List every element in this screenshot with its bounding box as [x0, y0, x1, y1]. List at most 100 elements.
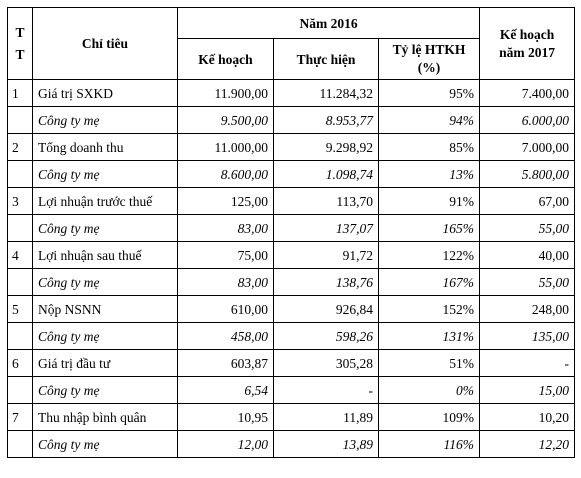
row-tt [7, 160, 33, 188]
row-tt: 4 [7, 241, 33, 269]
row-chi-tieu: Công ty mẹ [32, 160, 178, 188]
row-tt: 7 [7, 403, 33, 431]
row-ke-hoach-2017: 55,00 [479, 268, 576, 296]
table-row: Công ty mẹ 458,00 598,26 131% 135,00 [7, 322, 576, 350]
header-chi-tieu: Chỉ tiêu [32, 7, 178, 80]
row-chi-tieu: Công ty mẹ [32, 430, 178, 458]
row-tt [7, 214, 33, 242]
row-chi-tieu: Công ty mẹ [32, 268, 178, 296]
row-ty-le: 152% [377, 295, 481, 323]
row-chi-tieu: Nộp NSNN [32, 295, 178, 323]
row-tt: 1 [7, 79, 33, 107]
row-thuc-hien: 13,89 [273, 430, 379, 458]
row-thuc-hien: 91,72 [273, 241, 379, 269]
row-ty-le: 167% [377, 268, 481, 296]
table-row: 6 Giá trị đầu tư 603,87 305,28 51% - [7, 349, 576, 377]
header-nam-2016: Năm 2016 [176, 7, 481, 39]
table-row: Công ty mẹ 9.500,00 8.953,77 94% 6.000,00 [7, 106, 576, 134]
row-tt [7, 106, 33, 134]
row-chi-tieu: Công ty mẹ [32, 106, 178, 134]
row-tt: 2 [7, 133, 33, 161]
row-ty-le: 85% [377, 133, 481, 161]
row-tt [7, 322, 33, 350]
header-tt-line1: T [15, 24, 25, 40]
row-ty-le: 109% [377, 403, 481, 431]
row-ty-le: 51% [377, 349, 481, 377]
row-thuc-hien: - [273, 376, 379, 404]
row-ke-hoach-2017: 6.000,00 [479, 106, 576, 134]
header-ty-le-line1: Tỷ lệ HTKH [392, 42, 466, 57]
row-ke-hoach-2017: 7.000,00 [479, 133, 576, 161]
row-ke-hoach-2017: 5.800,00 [479, 160, 576, 188]
row-thuc-hien: 11.284,32 [273, 79, 379, 107]
row-ty-le: 13% [377, 160, 481, 188]
row-ty-le: 91% [377, 187, 481, 215]
row-ty-le: 116% [377, 430, 481, 458]
row-chi-tieu: Tổng doanh thu [32, 133, 178, 161]
row-thuc-hien: 305,28 [273, 349, 379, 377]
table-row: Công ty mẹ 8.600,00 1.098,74 13% 5.800,00 [7, 160, 576, 188]
table-row: 7 Thu nhập bình quân 10,95 11,89 109% 10,20 [7, 403, 576, 431]
row-tt [7, 376, 33, 404]
row-ke-hoach-2017: - [479, 349, 576, 377]
row-ke-hoach: 610,00 [177, 295, 274, 323]
table-row: Công ty mẹ 6,54-0% 15,00 [7, 376, 576, 404]
table-row: 5 Nộp NSNN 610,00 926,84 152% 248,00 [7, 295, 576, 323]
row-chi-tieu: Giá trị đầu tư [32, 349, 178, 377]
row-thuc-hien: 926,84 [273, 295, 379, 323]
header-ke-hoach-2017: Kế hoạch năm 2017 [479, 7, 576, 80]
row-ke-hoach: 83,00 [177, 268, 274, 296]
row-tt [7, 430, 33, 458]
header-ty-le-line2: (%) [417, 60, 441, 75]
row-tt: 6 [7, 349, 33, 377]
header-ty-le: Tỷ lệ HTKH (%) [377, 38, 481, 80]
row-ke-hoach: 75,00 [177, 241, 274, 269]
table-row: 2 Tổng doanh thu 11.000,00 9.298,92 85% 7.000… [7, 133, 576, 161]
row-thuc-hien: 8.953,77 [273, 106, 379, 134]
row-ke-hoach: 10,95 [177, 403, 274, 431]
row-chi-tieu: Lợi nhuận sau thuế [32, 241, 178, 269]
row-ke-hoach-2017: 7.400,00 [479, 79, 576, 107]
row-ke-hoach-2017: 135,00 [479, 322, 576, 350]
row-ke-hoach-2017: 10,20 [479, 403, 576, 431]
row-chi-tieu: Công ty mẹ [32, 322, 178, 350]
row-ke-hoach-2017: 55,00 [479, 214, 576, 242]
row-ty-le: 0% [377, 376, 481, 404]
row-thuc-hien: 138,76 [273, 268, 379, 296]
row-ke-hoach-2017: 248,00 [479, 295, 576, 323]
header-ke-hoach: Kế hoạch [177, 38, 274, 80]
header-row-sub: Kế hoạch Thực hiện Tỷ lệ HTKH (%) [8, 38, 575, 80]
row-thuc-hien: 11,89 [273, 403, 379, 431]
row-ty-le: 165% [377, 214, 481, 242]
row-ke-hoach-2017: 40,00 [479, 241, 576, 269]
row-ke-hoach: 12,00 [177, 430, 274, 458]
row-ke-hoach: 11.900,00 [177, 79, 274, 107]
table-row: Công ty mẹ 83,00 137,07 165% 55,00 [7, 214, 576, 242]
table-row: Công ty mẹ 12,00 13,89 116% 12,20 [7, 430, 576, 458]
row-ty-le: 95% [377, 79, 481, 107]
row-ke-hoach-2017: 15,00 [479, 376, 576, 404]
table-row: Công ty mẹ 83,00 138,76 167% 55,00 [7, 268, 576, 296]
row-chi-tieu: Thu nhập bình quân [32, 403, 178, 431]
row-ke-hoach: 458,00 [177, 322, 274, 350]
row-ke-hoach: 9.500,00 [177, 106, 274, 134]
row-chi-tieu: Công ty mẹ [32, 376, 178, 404]
row-ke-hoach-2017: 67,00 [479, 187, 576, 215]
table-row: 4 Lợi nhuận sau thuế 75,00 91,72 122% 40,00 [7, 241, 576, 269]
row-ke-hoach-2017: 12,20 [479, 430, 576, 458]
header-ke-hoach-2017-line2: năm 2017 [499, 44, 555, 60]
row-ke-hoach: 603,87 [177, 349, 274, 377]
row-thuc-hien: 598,26 [273, 322, 379, 350]
table-body: 1 Giá trị SXKD 11.900,00 11.284,32 95% 7.400,… [7, 79, 576, 458]
row-ke-hoach: 83,00 [177, 214, 274, 242]
row-ke-hoach: 125,00 [177, 187, 274, 215]
row-tt [7, 268, 33, 296]
header-tt-line2: T [15, 46, 25, 62]
row-ke-hoach: 6,54 [177, 376, 274, 404]
row-thuc-hien: 9.298,92 [273, 133, 379, 161]
header-thuc-hien: Thực hiện [273, 38, 379, 80]
table-row: 1 Giá trị SXKD 11.900,00 11.284,32 95% 7.400,… [7, 79, 576, 107]
row-ty-le: 131% [377, 322, 481, 350]
results-table: T T Chỉ tiêu Năm 2016 Kế hoạch năm 2017 … [7, 7, 576, 458]
header-tt: T T [7, 7, 33, 80]
